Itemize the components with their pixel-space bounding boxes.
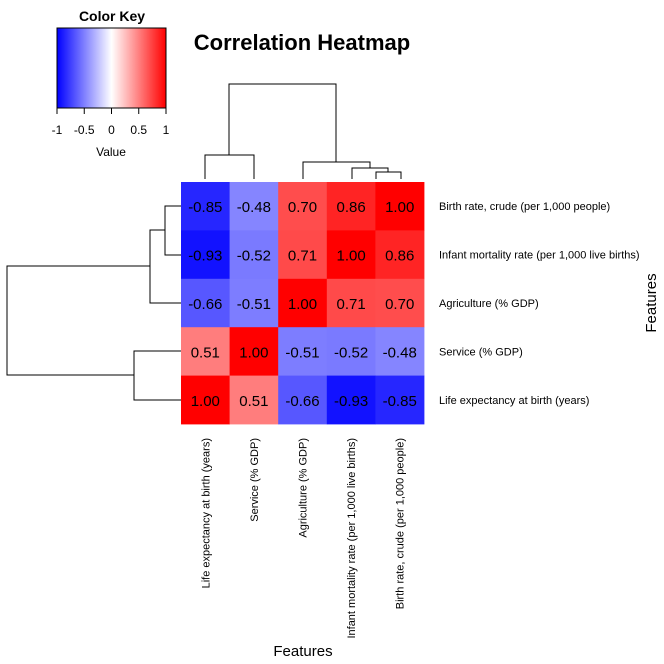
cell-value-label: -0.51 [237, 296, 271, 313]
row-label: Infant mortality rate (per 1,000 live bi… [439, 250, 640, 262]
cell-value-label: -0.85 [188, 199, 222, 216]
heatmap-cell [326, 278, 376, 328]
heatmap-cell [181, 375, 230, 425]
heatmap-cell [278, 327, 328, 376]
cell-value-label: -0.85 [383, 393, 417, 410]
cell-value-label: 0.70 [288, 199, 317, 216]
heatmap-cell [229, 278, 279, 328]
row-label: Life expectancy at birth (years) [439, 395, 589, 407]
color-key-tick-label: 1 [163, 123, 170, 137]
cell-value-label: 0.86 [336, 199, 365, 216]
heatmap-cell [375, 375, 425, 425]
color-key: Color Key -1 -0.5 0 0.5 1 Value [52, 8, 170, 159]
color-key-tick-label: 0 [108, 123, 115, 137]
cell-value-label: 0.70 [385, 296, 414, 313]
heatmap-cell [229, 182, 279, 231]
cell-value-label: 1.00 [239, 344, 268, 361]
heatmap-cell [326, 375, 376, 425]
column-label: Birth rate, crude (per 1,000 people) [395, 438, 407, 609]
cell-value-label: 0.51 [191, 344, 220, 361]
cell-value-label: -0.48 [237, 199, 271, 216]
heatmap-cell [278, 375, 328, 425]
heatmap-cell [375, 182, 425, 231]
cell-value-label: -0.51 [285, 344, 319, 361]
column-label: Service (% GDP) [249, 438, 261, 522]
color-key-xlabel: Value [96, 145, 126, 159]
heatmap-cell [326, 327, 376, 376]
cell-value-label: 1.00 [385, 199, 414, 216]
column-label: Life expectancy at birth (years) [200, 438, 212, 588]
heatmap-cell [278, 182, 328, 231]
column-labels: Life expectancy at birth (years) Service … [200, 438, 406, 639]
heatmap-cells: -0.85 -0.48 0.70 0.86 1.00 -0.93 -0.52 0.71 1.00… [181, 182, 425, 425]
cell-value-label: 0.71 [288, 248, 317, 265]
row-dendrogram [6, 205, 181, 401]
cell-value-label: 1.00 [336, 248, 365, 265]
cell-value-label: 1.00 [288, 296, 317, 313]
row-label: Birth rate, crude (per 1,000 people) [439, 201, 610, 213]
heatmap-cell [278, 278, 328, 328]
heatmap-cell [229, 375, 279, 425]
heatmap-cell [375, 230, 425, 280]
cell-value-label: 0.71 [336, 296, 365, 313]
cell-value-label: -0.52 [334, 344, 368, 361]
x-axis-label: Features [273, 643, 332, 660]
heatmap-cell [181, 278, 230, 328]
chart-title: Correlation Heatmap [194, 30, 410, 55]
column-label: Agriculture (% GDP) [298, 438, 310, 538]
heatmap-cell [229, 327, 279, 376]
heatmap-cell [375, 278, 425, 328]
heatmap-cell [375, 327, 425, 376]
cell-value-label: 0.51 [239, 393, 268, 410]
heatmap-cell [229, 230, 279, 280]
heatmap-cell [326, 182, 376, 231]
cell-value-label: -0.66 [285, 393, 319, 410]
cell-value-label: 0.86 [385, 248, 414, 265]
color-key-tick-label: -1 [52, 123, 63, 137]
color-key-tick-label: -0.5 [74, 123, 95, 137]
color-key-gradient [56, 27, 167, 109]
heatmap-cell [278, 230, 328, 280]
heatmap-cell [326, 230, 376, 280]
column-dendrogram [204, 83, 402, 179]
color-key-ticks: -1 -0.5 0 0.5 1 [52, 108, 170, 137]
row-label: Service (% GDP) [439, 346, 523, 358]
row-labels: Birth rate, crude (per 1,000 people) Infa… [439, 201, 640, 407]
heatmap-cell [181, 230, 230, 280]
cell-value-label: 1.00 [191, 393, 220, 410]
cell-value-label: -0.66 [188, 296, 222, 313]
cell-value-label: -0.48 [383, 344, 417, 361]
color-key-tick-label: 0.5 [130, 123, 147, 137]
column-label: Infant mortality rate (per 1,000 live bi… [346, 438, 358, 639]
row-label: Agriculture (% GDP) [439, 298, 539, 310]
heatmap-cell [181, 182, 230, 231]
cell-value-label: -0.52 [237, 248, 271, 265]
heatmap-cell [181, 327, 230, 376]
cell-value-label: -0.93 [188, 248, 222, 265]
color-key-title: Color Key [79, 8, 145, 24]
y-axis-label: Features [643, 273, 660, 332]
cell-value-label: -0.93 [334, 393, 368, 410]
